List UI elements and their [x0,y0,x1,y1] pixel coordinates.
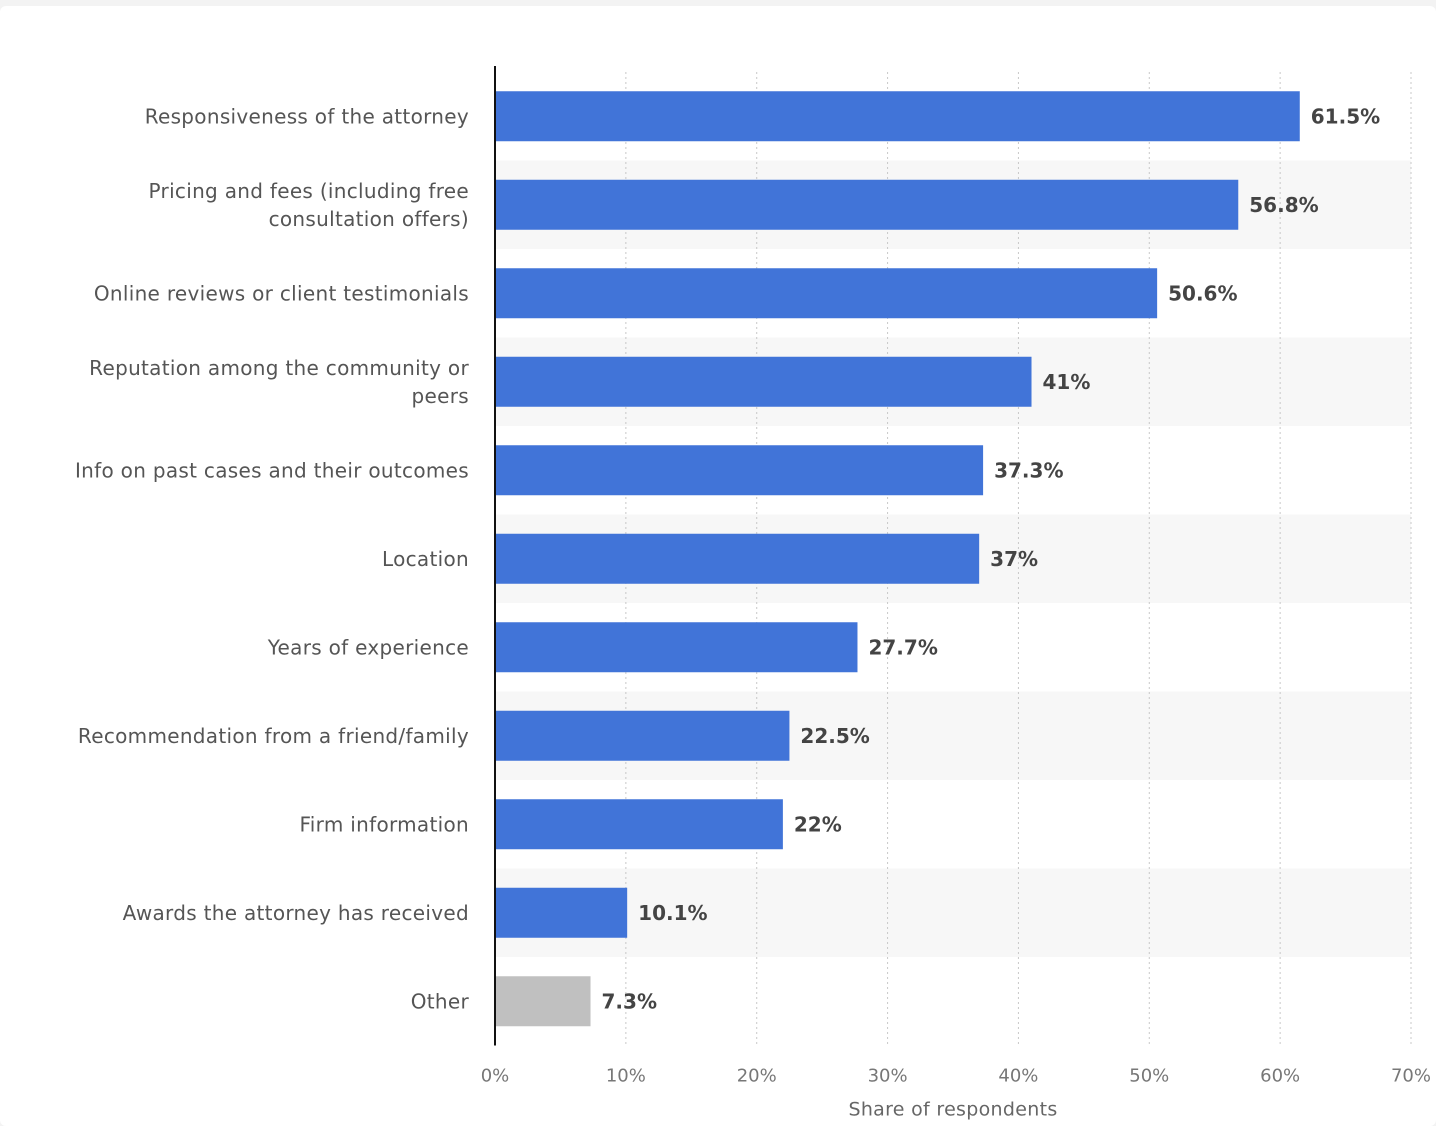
category-label: Responsiveness of the attorney [145,104,469,128]
x-axis-title: Share of respondents [848,1099,1057,1121]
category-label: Firm information [299,812,469,836]
bar[interactable] [495,356,1032,407]
bar[interactable] [495,445,984,496]
bar[interactable] [495,268,1158,319]
category-label: Online reviews or client testimonials [94,281,469,305]
category-label: Awards the attorney has received [123,901,469,925]
bar[interactable] [495,887,628,938]
category-label: Pricing and fees (including free consulta… [149,179,469,231]
value-label: 27.7% [868,635,937,659]
x-tick-label: 40% [998,1066,1038,1087]
bars [495,91,1300,1027]
value-label: 7.3% [602,989,657,1013]
x-tick-label: 50% [1129,1066,1169,1087]
category-label: Location [382,547,469,571]
value-label: 41% [1043,370,1091,394]
x-tick-label: 30% [868,1066,908,1087]
value-label: 22% [794,812,842,836]
bar[interactable] [495,622,858,673]
value-label: 56.8% [1249,193,1318,217]
bar[interactable] [495,179,1239,230]
x-tick-label: 60% [1260,1066,1300,1087]
value-label: 22.5% [800,724,869,748]
bar[interactable] [495,91,1300,142]
category-label: Info on past cases and their outcomes [75,458,469,482]
value-label: 37.3% [994,458,1063,482]
category-label: Reputation among the community or peers [89,356,469,408]
row-band [495,868,1411,957]
x-tick-labels: 0% 10% 20% 30% 40% 50% 60% 70% [481,1066,1431,1087]
value-label: 61.5% [1311,104,1380,128]
bar[interactable] [495,976,591,1027]
category-label: Recommendation from a friend/family [78,724,469,748]
category-labels: Responsiveness of the attorney Pricing an… [75,104,470,1013]
value-label: 10.1% [638,901,707,925]
bar[interactable] [495,533,980,584]
x-tick-label: 70% [1391,1066,1431,1087]
x-tick-label: 0% [481,1066,510,1087]
category-label: Years of experience [267,635,469,659]
chart-card: Responsiveness of the attorney Pricing an… [0,6,1436,1126]
bar[interactable] [495,799,783,850]
category-label: Other [411,989,470,1013]
bar-chart: Responsiveness of the attorney Pricing an… [75,66,1431,1121]
value-label: 37% [990,547,1038,571]
x-tick-label: 10% [606,1066,646,1087]
value-labels: 61.5% 56.8% 50.6% 41% 37.3% 37% 27.7% 22.5% 22% 1… [602,104,1381,1013]
bar[interactable] [495,710,790,761]
x-tick-label: 20% [737,1066,777,1087]
value-label: 50.6% [1168,281,1237,305]
